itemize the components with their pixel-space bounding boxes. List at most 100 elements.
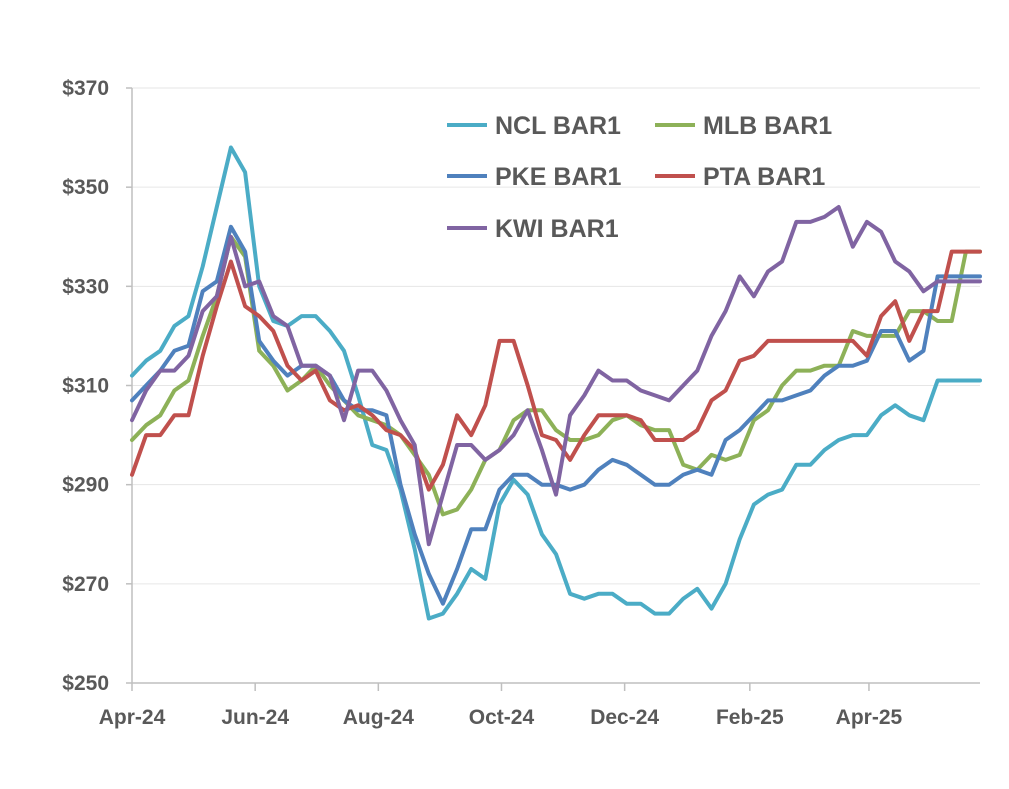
data-point	[469, 527, 473, 531]
data-point	[978, 379, 982, 383]
data-point	[342, 398, 346, 402]
data-point	[130, 418, 134, 422]
data-point	[936, 279, 940, 283]
data-point	[794, 220, 798, 224]
data-point	[187, 379, 191, 383]
data-point	[370, 408, 374, 412]
data-point	[724, 582, 728, 586]
data-point	[823, 339, 827, 343]
data-point	[427, 572, 431, 576]
data-point	[582, 433, 586, 437]
data-point	[611, 592, 615, 596]
data-point	[752, 503, 756, 507]
data-point	[384, 428, 388, 432]
grid-lines	[132, 87, 980, 585]
data-point	[257, 314, 261, 318]
data-point	[568, 458, 572, 462]
legend-label: MLB BAR1	[703, 112, 832, 140]
data-point	[314, 369, 318, 373]
data-point	[540, 483, 544, 487]
data-point	[766, 339, 770, 343]
data-point	[667, 398, 671, 402]
data-point	[568, 488, 572, 492]
data-point	[526, 473, 530, 477]
data-point	[286, 374, 290, 378]
data-point	[469, 433, 473, 437]
data-point	[964, 379, 968, 383]
data-point	[794, 369, 798, 373]
data-point	[441, 463, 445, 467]
data-point	[667, 483, 671, 487]
data-point	[964, 279, 968, 283]
data-point	[243, 250, 247, 254]
data-point	[187, 314, 191, 318]
data-point	[455, 508, 459, 512]
data-point	[526, 408, 530, 412]
data-point	[144, 433, 148, 437]
data-point	[851, 245, 855, 249]
legend: NCL BAR1 MLB BAR1 PKE BAR1 PTA BAR1 KWI BAR1	[447, 112, 832, 243]
data-point	[356, 403, 360, 407]
data-point	[964, 274, 968, 278]
data-point	[922, 289, 926, 293]
data-point	[653, 393, 657, 397]
data-point	[328, 398, 332, 402]
data-point	[427, 488, 431, 492]
data-point	[695, 428, 699, 432]
data-point	[865, 433, 869, 437]
data-point	[498, 488, 502, 492]
legend-label: PKE BAR1	[495, 163, 622, 191]
x-tick-label: Aug-24	[343, 706, 414, 729]
legend-item: KWI BAR1	[447, 215, 619, 243]
data-point	[766, 493, 770, 497]
data-point	[512, 418, 516, 422]
data-point	[483, 403, 487, 407]
data-point	[130, 438, 134, 442]
data-point	[936, 274, 940, 278]
data-point	[780, 384, 784, 388]
data-point	[540, 433, 544, 437]
data-point	[300, 364, 304, 368]
data-point	[780, 260, 784, 264]
data-point	[625, 379, 629, 383]
legend-label: NCL BAR1	[495, 112, 621, 140]
data-point	[172, 349, 176, 353]
data-point	[681, 473, 685, 477]
y-tick-label: $350	[62, 176, 109, 199]
data-point	[144, 423, 148, 427]
data-point	[328, 329, 332, 333]
data-point	[201, 309, 205, 313]
data-point	[695, 369, 699, 373]
data-point	[455, 413, 459, 417]
data-point	[229, 146, 233, 150]
data-point	[201, 334, 205, 338]
data-point	[681, 597, 685, 601]
data-point	[243, 170, 247, 174]
data-point	[215, 304, 219, 308]
data-point	[540, 532, 544, 536]
data-point	[639, 389, 643, 393]
data-point	[625, 463, 629, 467]
data-point	[215, 205, 219, 209]
data-point	[639, 602, 643, 606]
data-point	[483, 577, 487, 581]
data-point	[950, 250, 954, 254]
data-point	[370, 369, 374, 373]
data-point	[837, 339, 841, 343]
data-point	[356, 393, 360, 397]
data-point	[936, 379, 940, 383]
data-point	[172, 413, 176, 417]
x-tick-label: Dec-24	[590, 706, 659, 729]
data-point	[950, 379, 954, 383]
y-tick-label: $250	[62, 672, 109, 695]
data-point	[554, 493, 558, 497]
data-point	[625, 602, 629, 606]
data-point	[187, 413, 191, 417]
data-point	[201, 289, 205, 293]
data-point	[540, 408, 544, 412]
data-point	[724, 458, 728, 462]
data-point	[455, 592, 459, 596]
data-point	[851, 339, 855, 343]
